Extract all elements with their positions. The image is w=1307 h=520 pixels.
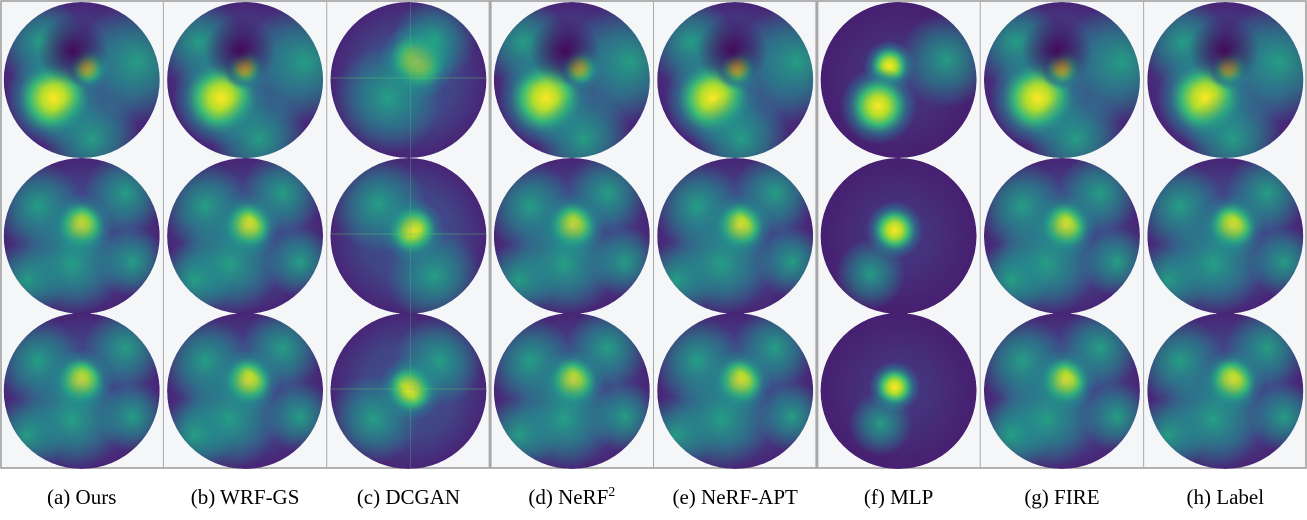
- caption: (b) WRF-GS: [191, 485, 300, 509]
- caption-text: (b) WRF-GS: [191, 485, 300, 509]
- caption: (a) Ours: [47, 485, 116, 509]
- caption-text: (c) DCGAN: [357, 485, 460, 509]
- heatmap: [821, 158, 977, 314]
- heatmap-blob: [849, 392, 913, 456]
- caption: (f) MLP: [864, 485, 933, 509]
- heatmap-blob: [205, 16, 275, 86]
- heatmap-blob: [530, 16, 600, 86]
- heatmap-blob: [37, 16, 107, 86]
- heatmap-blob: [1189, 16, 1259, 86]
- figure: (a) Ours (b) WRF-GS (c) DCGAN (d) NeRF2 (e) …: [0, 0, 1307, 520]
- caption-text: (d) NeRF: [528, 485, 608, 509]
- caption-text: (a) Ours: [47, 485, 116, 509]
- caption: (d) NeRF2: [528, 485, 615, 509]
- caption-superscript: 2: [608, 485, 615, 500]
- caption-text: (h) Label: [1187, 485, 1265, 509]
- captions: (a) Ours (b) WRF-GS (c) DCGAN (d) NeRF2 (e) …: [47, 485, 1264, 509]
- heatmap-blob: [1022, 16, 1092, 86]
- caption: (c) DCGAN: [357, 485, 460, 509]
- caption-text: (g) FIRE: [1024, 485, 1099, 509]
- caption-text: (f) MLP: [864, 485, 933, 509]
- caption: (e) NeRF-APT: [672, 485, 798, 509]
- panels: [0, 0, 1307, 473]
- caption: (h) Label: [1187, 485, 1265, 509]
- caption-text: (e) NeRF-APT: [672, 485, 798, 509]
- heatmap-blob: [697, 16, 767, 86]
- caption: (g) FIRE: [1024, 485, 1099, 509]
- heatmap: [821, 313, 977, 469]
